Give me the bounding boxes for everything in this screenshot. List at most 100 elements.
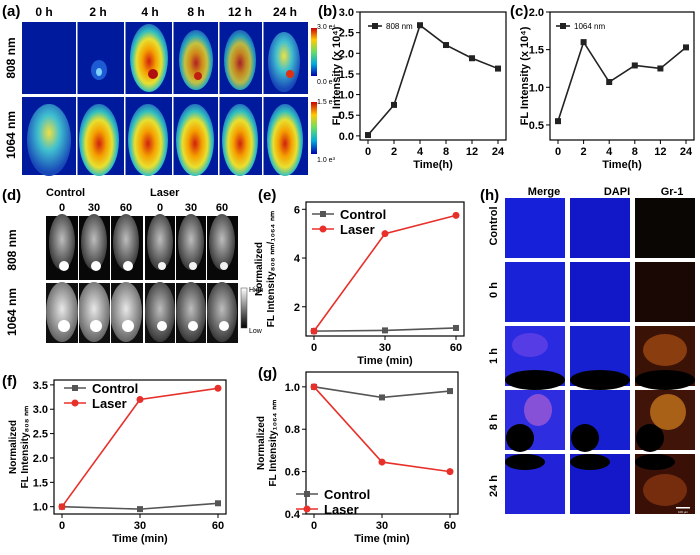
chart-c-point — [657, 65, 664, 72]
chart-b-xlabel: Time(h) — [413, 159, 453, 171]
chart-c-frame — [549, 11, 695, 141]
chart-g-legend-marker — [304, 491, 310, 497]
chart-b-frame — [359, 11, 507, 141]
chart-f-legend-label: Laser — [92, 396, 127, 411]
panel-d-1064-images — [46, 282, 238, 343]
panel-d-low: Low — [249, 328, 263, 335]
chart-g-xtick-label: 60 — [444, 520, 456, 532]
chart-g-xtick-label: 30 — [376, 520, 388, 532]
chart-c-legend-label: 1064 nm — [574, 22, 605, 31]
chart-e-ylabel-line: FL Intensity₈₀₈ ₙₘ/₁₀₆₄ ₙₘ — [266, 211, 277, 328]
chart-b-point — [391, 101, 397, 108]
chart-b-ylabel: FL Intensity (x 10⁴) — [331, 26, 343, 125]
chart-e-point — [310, 327, 318, 335]
panel-d-laser-label: Laser — [150, 187, 180, 199]
panel-a: (a) 0 h 2 h 4 h 8 h 12 h 24 h 808 nm 106… — [2, 3, 336, 176]
chart-f-ytick-label: 3.5 — [33, 380, 48, 392]
chart-b-xtick-label: 8 — [443, 146, 449, 158]
chart-c-point — [683, 44, 689, 51]
chart-f-legend-label: Control — [92, 381, 138, 396]
chart-g: (g) 0.4 0.6 0.8 1.0 0 30 60 Time (min) Normalized… — [256, 365, 459, 545]
chart-f-label: (f) — [2, 373, 17, 390]
chart-e-xlabel: Time (min) — [357, 355, 413, 367]
chart-b-point — [495, 65, 501, 72]
chart-f-ylabel-line: Normalized — [8, 420, 19, 474]
chart-c-ytick-label: 1.5 — [529, 45, 544, 57]
chart-e-point — [382, 327, 388, 334]
chart-c-ytick-label: 0.5 — [529, 120, 544, 132]
chart-b-ytick-label: 0.0 — [339, 131, 354, 143]
panel-h-col-dapi: DAPI — [604, 186, 630, 198]
chart-b-xtick-label: 0 — [365, 146, 371, 158]
chart-f-ytick-label: 2.5 — [33, 429, 48, 441]
chart-f-xlabel: Time (min) — [112, 533, 168, 545]
chart-g-point — [379, 394, 385, 401]
chart-e-legend-marker — [320, 211, 326, 217]
panel-h-label: (h) — [480, 187, 499, 204]
panel-d-row-808: 808 nm — [5, 229, 19, 270]
chart-f-ytick-label: 2.0 — [33, 453, 48, 465]
chart-g-legend-marker — [303, 505, 311, 513]
chart-b-point — [365, 132, 371, 139]
chart-g-legend-label: Laser — [324, 502, 359, 517]
panel-a-colorbar-808 — [311, 28, 317, 76]
charts-layer: (b)0.00.51.01.52.02.53.00 2 4 8 12 24Time(h)F… — [2, 3, 695, 545]
chart-g-ytick-label: 1.0 — [285, 382, 300, 394]
panel-h-scalebar-label: 100 µm — [678, 510, 689, 514]
chart-b-ytick-label: 3.0 — [339, 7, 354, 19]
chart-e-label: (e) — [258, 187, 276, 204]
chart-c-legend-marker — [560, 23, 566, 29]
panel-a-cbar-808-top: 3.0 e⁴ — [317, 24, 336, 31]
chart-e-point — [381, 230, 389, 238]
chart-g-ytick-label: 0.6 — [285, 467, 300, 479]
panel-a-time-1: 2 h — [89, 5, 106, 19]
chart-b-point — [469, 55, 475, 62]
panel-d-row-1064: 1064 nm — [5, 288, 19, 336]
panel-h-micrographs — [505, 198, 695, 514]
chart-b-label: (b) — [318, 3, 337, 20]
chart-c-xtick-label: 12 — [654, 146, 666, 158]
chart-f-ytick-label: 3.0 — [33, 404, 48, 416]
chart-f-xtick-label: 60 — [212, 520, 224, 532]
panel-a-label: (a) — [2, 3, 20, 20]
chart-f-xtick-label: 30 — [134, 520, 146, 532]
chart-c-ylabel: FL Intensity (x 10⁴) — [519, 26, 531, 125]
chart-e-legend-marker — [319, 225, 327, 233]
chart-g-ylabel-line: Normalized — [256, 416, 267, 470]
panel-a-time-5: 24 h — [273, 5, 297, 19]
panel-a-time-0: 0 h — [35, 5, 52, 19]
chart-g-label: (g) — [258, 365, 277, 382]
chart-c-point — [606, 79, 613, 86]
chart-c-xtick-label: 2 — [581, 146, 587, 158]
chart-e-legend-label: Laser — [340, 222, 375, 237]
panel-d-grayscale-bar — [240, 287, 248, 329]
chart-e-point — [453, 324, 459, 331]
chart-e-legend-label: Control — [340, 207, 386, 222]
chart-b-xtick-label: 12 — [466, 146, 478, 158]
panel-d: (d) Control Laser 0 30 60 0 30 60 808 nm… — [2, 187, 264, 343]
chart-f-point — [214, 384, 222, 392]
panel-a-808-images — [22, 22, 308, 94]
panel-a-colorbar-1064 — [311, 102, 317, 154]
chart-g-legend-label: Control — [324, 487, 370, 502]
chart-f-ylabel-line: FL Intensity₈₀₈ ₙₘ — [20, 406, 31, 489]
panel-h-col-merge: Merge — [528, 186, 560, 198]
chart-c-xlabel: Time(h) — [602, 159, 642, 171]
chart-e-ylabel-line: Normalized — [254, 242, 265, 296]
panel-d-label: (d) — [2, 187, 21, 204]
panel-h-row-control: Control — [488, 206, 500, 245]
chart-c-xtick-label: 4 — [606, 146, 613, 158]
chart-g-point — [447, 388, 453, 395]
panel-a-cbar-1064-bottom: 1.0 e³ — [317, 157, 336, 164]
chart-f: (f) 1.0 1.5 2.0 2.5 3.0 3.5 0 30 60 Time (min) Norm… — [2, 373, 227, 545]
chart-f-xtick-label: 0 — [59, 520, 65, 532]
panel-h-col-gr1: Gr-1 — [661, 186, 684, 198]
panel-h-row-8h: 8 h — [488, 414, 500, 430]
chart-f-point — [136, 395, 144, 403]
chart-f-point — [137, 506, 143, 513]
chart-g-ytick-label: 0.8 — [285, 424, 300, 436]
chart-c-point — [631, 62, 638, 69]
chart-f-legend-marker — [72, 385, 78, 391]
